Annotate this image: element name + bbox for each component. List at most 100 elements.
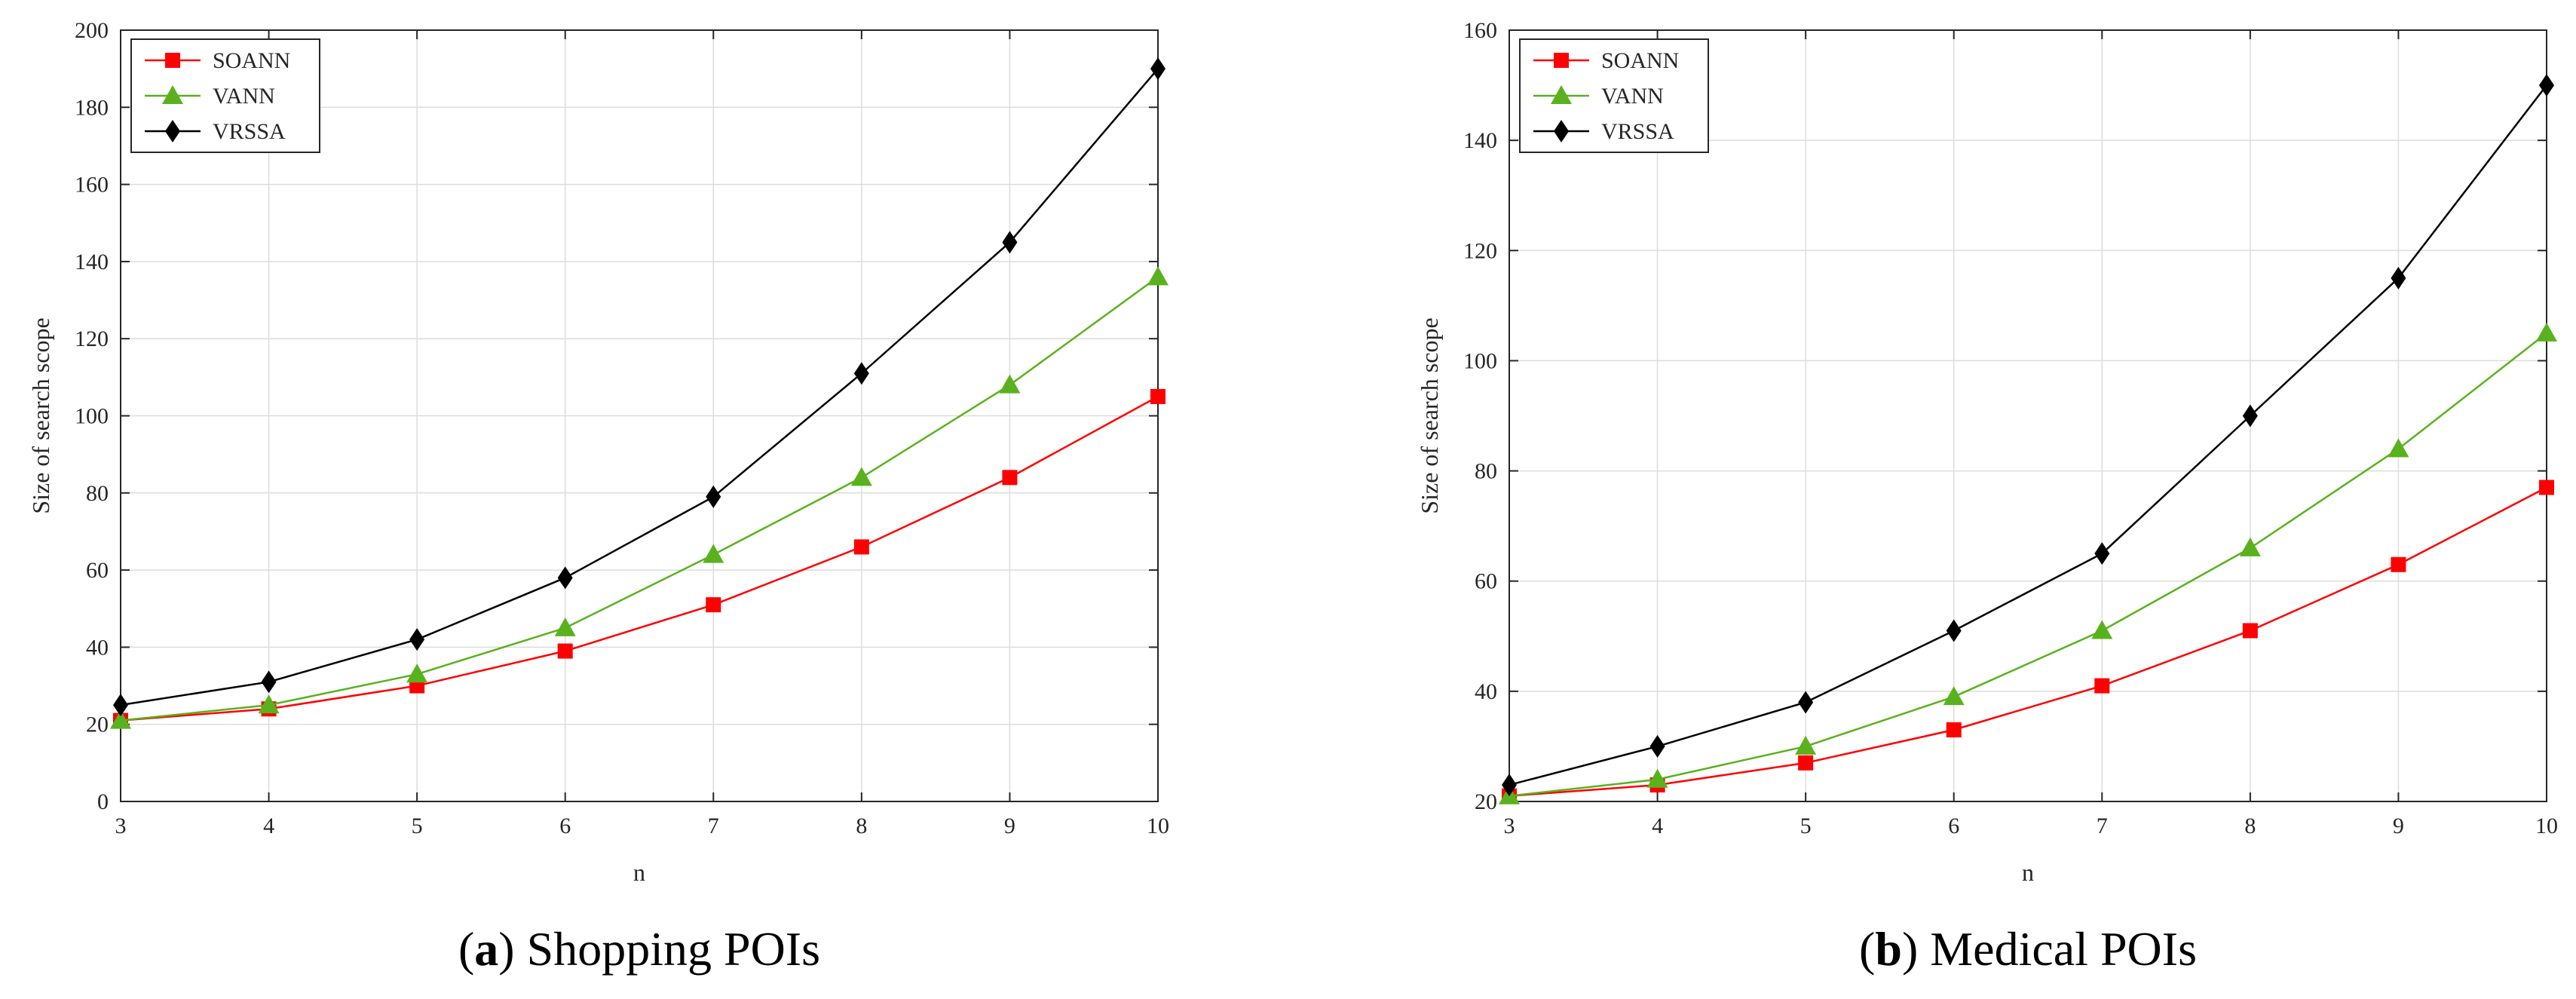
x-tick-label-6: 6 (559, 814, 571, 838)
x-tick-label-6: 6 (1948, 814, 1959, 838)
x-tick-label-8: 8 (856, 814, 867, 838)
data-point-soann-10 (1150, 388, 1165, 404)
data-point-vrssa-3 (1502, 774, 1517, 797)
data-point-vrssa-10 (2539, 74, 2554, 97)
y-tick-label-200: 200 (75, 18, 109, 43)
caption-label: a (474, 922, 498, 976)
data-point-vrssa-7 (2094, 542, 2110, 565)
y-tick-label-60: 60 (86, 558, 109, 583)
data-point-soann-8 (2242, 623, 2258, 639)
series-vann (1499, 322, 2557, 804)
data-point-vann-7 (703, 544, 724, 563)
plot-area (1509, 30, 2547, 801)
data-point-soann-5 (1798, 755, 1814, 771)
y-axis-label: Size of search scope (27, 317, 54, 513)
x-tick-label-10: 10 (1147, 814, 1169, 838)
y-tick-label-140: 140 (1463, 128, 1497, 153)
y-tick-label-20: 20 (86, 712, 109, 737)
legend-marker-vann (1551, 85, 1572, 104)
data-point-soann-6 (557, 643, 573, 659)
legend-marker-soann (165, 53, 180, 68)
series-vrssa (113, 57, 1165, 717)
x-tick-label-4: 4 (1652, 814, 1663, 838)
series-line-vann (1509, 332, 2547, 797)
y-tick-label-160: 160 (1463, 18, 1497, 43)
series-line-vann (120, 276, 1159, 722)
data-point-soann-7 (2094, 678, 2110, 694)
x-tick-label-4: 4 (263, 814, 274, 838)
y-tick-label-0: 0 (97, 789, 109, 814)
y-tick-label-180: 180 (75, 95, 109, 120)
x-axis-label: n (2022, 859, 2034, 886)
y-tick-label-120: 120 (1463, 238, 1497, 263)
caption-text: Shopping POIs (527, 922, 820, 976)
x-tick-label-8: 8 (2244, 814, 2256, 838)
legend-marker-soann (1554, 53, 1569, 68)
data-point-soann-6 (1946, 722, 1962, 738)
data-point-vann-6 (1943, 686, 1965, 706)
data-point-vann-10 (2536, 322, 2557, 342)
caption-open-paren: ( (458, 922, 474, 976)
legend-label-vann: VANN (213, 84, 275, 109)
data-point-soann-9 (2391, 556, 2406, 572)
y-tick-label-160: 160 (75, 173, 109, 198)
caption-open-paren: ( (1859, 922, 1875, 976)
chart-panel-b: 3 4 5 6 7 8 9 10 20 40 60 80 100 120 140 160 n Size of se… (1416, 18, 2558, 976)
y-tick-label-100: 100 (1463, 348, 1497, 373)
data-point-vrssa-7 (706, 485, 721, 508)
figure-caption: (b) Medical POIs (1859, 922, 2197, 976)
x-axis-label: n (633, 859, 645, 886)
data-point-vann-6 (554, 617, 576, 636)
data-point-vann-4 (258, 694, 280, 714)
legend-marker-vrssa (1554, 120, 1569, 142)
data-point-vrssa-4 (261, 670, 277, 694)
data-point-vann-7 (2091, 620, 2113, 639)
legend-marker-vrssa (165, 120, 180, 142)
legend-label-soann: SOANN (1601, 48, 1679, 73)
data-point-vann-9 (999, 374, 1021, 394)
x-tick-label-9: 9 (2393, 814, 2404, 838)
data-point-vrssa-6 (1946, 619, 1962, 642)
y-tick-label-80: 80 (1475, 459, 1497, 484)
y-axis-label: Size of search scope (1416, 317, 1443, 513)
x-tick-label-3: 3 (115, 814, 127, 838)
legend-label-soann: SOANN (213, 48, 290, 73)
data-point-soann-8 (853, 539, 869, 555)
data-point-vrssa-9 (2391, 266, 2406, 290)
series-line-soann (1509, 486, 2547, 797)
legend-label-vrssa: VRSSA (213, 119, 286, 144)
legend: SOANN VANN VRSSA (130, 38, 320, 153)
data-point-vann-8 (850, 467, 872, 486)
data-point-vrssa-10 (1150, 57, 1165, 81)
caption-close-paren: ) (1902, 922, 1930, 976)
tick-marks (1509, 29, 2547, 802)
y-tick-label-140: 140 (75, 250, 109, 274)
caption-label: b (1875, 922, 1902, 976)
data-point-vrssa-4 (1649, 734, 1665, 758)
y-tick-label-60: 60 (1475, 569, 1497, 594)
x-tick-label-5: 5 (1800, 814, 1812, 838)
x-tick-label-10: 10 (2535, 814, 2558, 838)
data-point-soann-9 (1002, 470, 1018, 486)
plot-frame (1509, 29, 2547, 802)
x-tick-label-3: 3 (1504, 814, 1515, 838)
series-vann (110, 266, 1169, 729)
x-tick-label-5: 5 (412, 814, 423, 838)
x-tick-label-7: 7 (708, 814, 719, 838)
y-tick-label-40: 40 (1475, 679, 1497, 704)
y-tick-label-20: 20 (1475, 789, 1497, 814)
x-tick-label-7: 7 (2097, 814, 2108, 838)
data-point-vrssa-9 (1002, 231, 1018, 254)
chart-panel-a: 3 4 5 6 7 8 9 10020406080100120140160180200nSiz… (27, 18, 1169, 976)
data-point-vrssa-8 (853, 362, 869, 385)
data-point-vann-8 (2239, 537, 2261, 556)
data-point-vrssa-5 (1798, 691, 1814, 714)
legend-marker-vann (162, 85, 183, 104)
series-vrssa (1502, 74, 2554, 797)
series-line-vrssa (120, 68, 1159, 706)
data-point-vann-5 (1795, 735, 1817, 755)
data-point-vann-4 (1646, 768, 1668, 788)
data-point-vann-5 (406, 663, 428, 683)
data-point-vrssa-8 (2242, 404, 2258, 427)
